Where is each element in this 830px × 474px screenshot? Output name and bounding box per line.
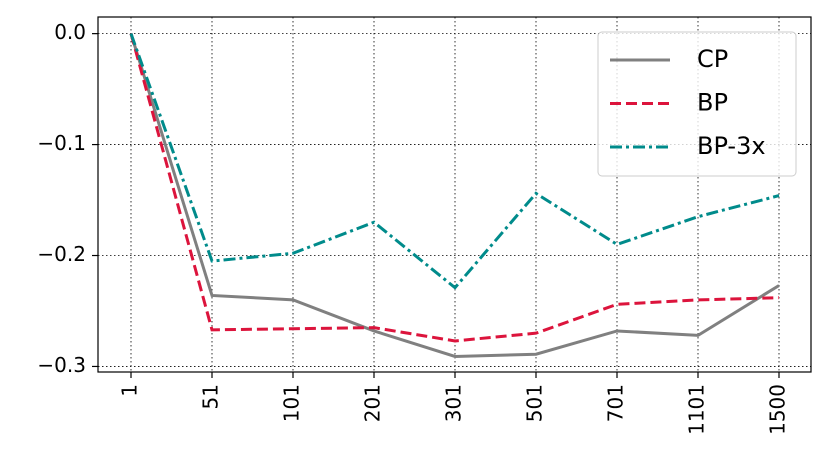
x-tick-label: 101	[280, 384, 304, 422]
y-tick-label: −0.3	[37, 353, 86, 377]
series-line	[129, 33, 780, 358]
y-tick-label: 0.0	[54, 20, 86, 44]
legend-label: CP	[697, 45, 728, 73]
x-tick-label: 1500	[766, 384, 790, 435]
x-tick-label: 1101	[685, 384, 709, 435]
legend-label: BP-3x	[697, 132, 766, 160]
x-tick-label: 501	[523, 384, 547, 422]
plot-frame	[97, 16, 812, 373]
y-tick-label: −0.1	[37, 131, 86, 155]
x-tick-label: 1	[118, 384, 142, 397]
legend-box	[597, 31, 797, 177]
x-tick-label: 201	[361, 384, 385, 422]
y-tick-label: −0.2	[37, 242, 86, 266]
legend-label: BP	[697, 89, 728, 117]
x-tick-label: 301	[442, 384, 466, 422]
legend: CP BP BP-3x	[597, 31, 797, 177]
x-tick-label: 701	[604, 384, 628, 422]
x-tick-label: 51	[199, 384, 223, 409]
series-line	[129, 33, 780, 343]
series-line	[129, 33, 780, 290]
